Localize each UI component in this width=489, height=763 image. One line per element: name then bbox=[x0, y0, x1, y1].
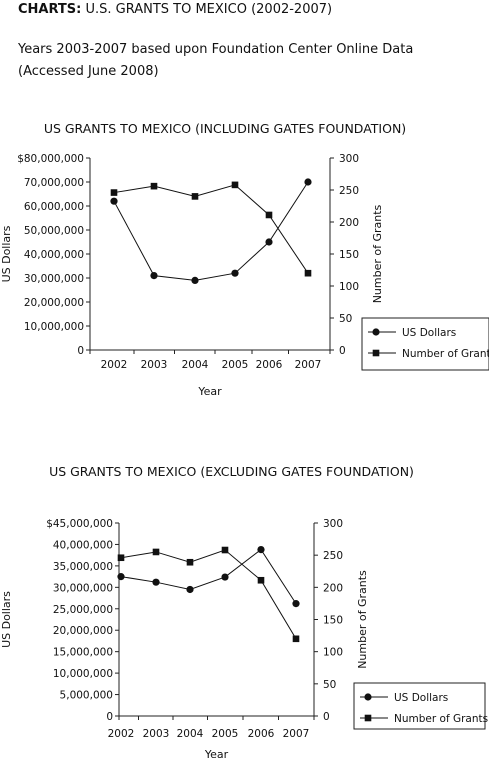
y-axis-label: US Dollars bbox=[0, 591, 13, 648]
data-point-us-dollars bbox=[110, 197, 118, 205]
data-point-number-of-grants bbox=[117, 554, 125, 562]
data-point-us-dollars bbox=[292, 600, 300, 608]
y2-tick-label: 0 bbox=[339, 345, 346, 357]
data-point-us-dollars bbox=[186, 585, 194, 594]
y2-axis-label: Number of Grants bbox=[371, 204, 384, 303]
y2-tick-label: 300 bbox=[323, 518, 343, 530]
legend-label: US Dollars bbox=[402, 327, 456, 339]
legend-label: Number of Grants bbox=[394, 713, 488, 725]
data-point-number-of-grants bbox=[257, 576, 265, 584]
legend-marker-circle bbox=[372, 328, 380, 336]
y-tick-label: 50,000,000 bbox=[24, 225, 84, 237]
legend-label: Number of Grants bbox=[402, 348, 489, 360]
data-point-us-dollars bbox=[117, 573, 125, 581]
data-point-us-dollars bbox=[150, 272, 158, 280]
y-tick-label: $80,000,000 bbox=[17, 153, 84, 165]
x-tick-label: 2004 bbox=[182, 359, 209, 371]
data-point-number-of-grants bbox=[292, 635, 300, 643]
data-point-number-of-grants bbox=[191, 193, 199, 200]
series-line-us-dollars bbox=[113, 181, 309, 281]
data-point-number-of-grants bbox=[304, 269, 312, 277]
source-note-line-2: (Accessed June 2008) bbox=[18, 64, 159, 79]
y-tick-label: 0 bbox=[77, 345, 84, 357]
report-heading: CHARTS: U.S. GRANTS TO MEXICO (2002-2007… bbox=[18, 0, 332, 20]
chart-1-title: US GRANTS TO MEXICO (INCLUDING GATES FOU… bbox=[44, 121, 406, 136]
legend-box bbox=[353, 682, 486, 730]
x-tick-label: 2003 bbox=[141, 359, 168, 371]
y-tick-label: 25,000,000 bbox=[53, 604, 113, 616]
x-axis-label: Year bbox=[197, 385, 222, 398]
legend-marker-circle bbox=[364, 693, 372, 701]
legend-marker-square bbox=[372, 349, 380, 357]
data-point-us-dollars bbox=[191, 276, 199, 284]
data-point-us-dollars bbox=[265, 238, 273, 246]
y2-tick-label: 250 bbox=[323, 550, 343, 562]
x-tick-label: 2007 bbox=[295, 359, 322, 371]
data-point-us-dollars bbox=[231, 269, 239, 277]
x-tick-label: 2007 bbox=[283, 728, 310, 740]
y-tick-label: 30,000,000 bbox=[53, 582, 113, 594]
report-heading-label: CHARTS: bbox=[18, 2, 82, 17]
y-tick-label: 60,000,000 bbox=[24, 201, 84, 213]
y-tick-label: 20,000,000 bbox=[53, 625, 113, 637]
data-point-number-of-grants bbox=[265, 211, 273, 219]
y-tick-label: 40,000,000 bbox=[24, 249, 84, 261]
data-point-us-dollars bbox=[221, 573, 229, 581]
x-tick-label: 2005 bbox=[212, 728, 239, 740]
y2-tick-label: 50 bbox=[339, 313, 352, 325]
y2-tick-label: 150 bbox=[323, 615, 343, 627]
y2-tick-label: 50 bbox=[323, 679, 336, 691]
x-tick-label: 2004 bbox=[177, 728, 204, 740]
x-tick-label: 2002 bbox=[108, 728, 135, 740]
legend-box bbox=[361, 317, 489, 371]
y-tick-label: 70,000,000 bbox=[24, 177, 84, 189]
y-tick-label: 10,000,000 bbox=[24, 321, 84, 333]
data-point-number-of-grants bbox=[221, 546, 229, 554]
y-tick-label: 40,000,000 bbox=[53, 539, 113, 551]
data-point-number-of-grants bbox=[231, 181, 239, 189]
report-heading-title: U.S. GRANTS TO MEXICO (2002-2007) bbox=[81, 2, 333, 17]
x-axis-label: Year bbox=[204, 748, 229, 761]
series-line-number-of-grants bbox=[120, 549, 297, 640]
legend-marker-square bbox=[364, 714, 372, 722]
data-point-us-dollars bbox=[257, 545, 265, 554]
x-tick-label: 2003 bbox=[143, 728, 170, 740]
y2-tick-label: 100 bbox=[339, 281, 359, 293]
y2-axis-label: Number of Grants bbox=[356, 570, 369, 669]
legend-label: US Dollars bbox=[394, 692, 448, 704]
data-point-number-of-grants bbox=[110, 189, 118, 196]
x-tick-label: 2006 bbox=[256, 359, 283, 371]
data-point-us-dollars bbox=[152, 578, 160, 586]
data-point-number-of-grants bbox=[186, 558, 194, 566]
y2-tick-label: 250 bbox=[339, 185, 359, 197]
y2-tick-label: 100 bbox=[323, 647, 343, 659]
x-tick-label: 2002 bbox=[101, 359, 128, 371]
x-tick-label: 2005 bbox=[222, 359, 249, 371]
y-tick-label: 10,000,000 bbox=[53, 668, 113, 680]
y2-tick-label: 150 bbox=[339, 249, 359, 261]
series-line-number-of-grants bbox=[113, 184, 309, 274]
source-note-line-1: Years 2003-2007 based upon Foundation Ce… bbox=[18, 42, 414, 57]
series-line-us-dollars bbox=[120, 548, 297, 604]
y2-tick-label: 0 bbox=[323, 711, 330, 723]
y2-tick-label: 200 bbox=[323, 582, 343, 594]
y-tick-label: 15,000,000 bbox=[53, 647, 113, 659]
chart-2-title: US GRANTS TO MEXICO (EXCLUDING GATES FOU… bbox=[49, 464, 414, 479]
y-tick-label: 30,000,000 bbox=[24, 273, 84, 285]
y-tick-label: 0 bbox=[106, 711, 113, 723]
y-tick-label: 5,000,000 bbox=[60, 690, 113, 702]
y-tick-label: 35,000,000 bbox=[53, 561, 113, 573]
data-point-number-of-grants bbox=[152, 548, 160, 556]
y-tick-label: $45,000,000 bbox=[46, 518, 113, 530]
x-tick-label: 2006 bbox=[248, 728, 275, 740]
y2-tick-label: 200 bbox=[339, 217, 359, 229]
y2-tick-label: 300 bbox=[339, 153, 359, 165]
y-tick-label: 20,000,000 bbox=[24, 297, 84, 309]
y-axis-label: US Dollars bbox=[0, 225, 13, 282]
data-point-us-dollars bbox=[304, 178, 312, 186]
data-point-number-of-grants bbox=[150, 182, 158, 190]
